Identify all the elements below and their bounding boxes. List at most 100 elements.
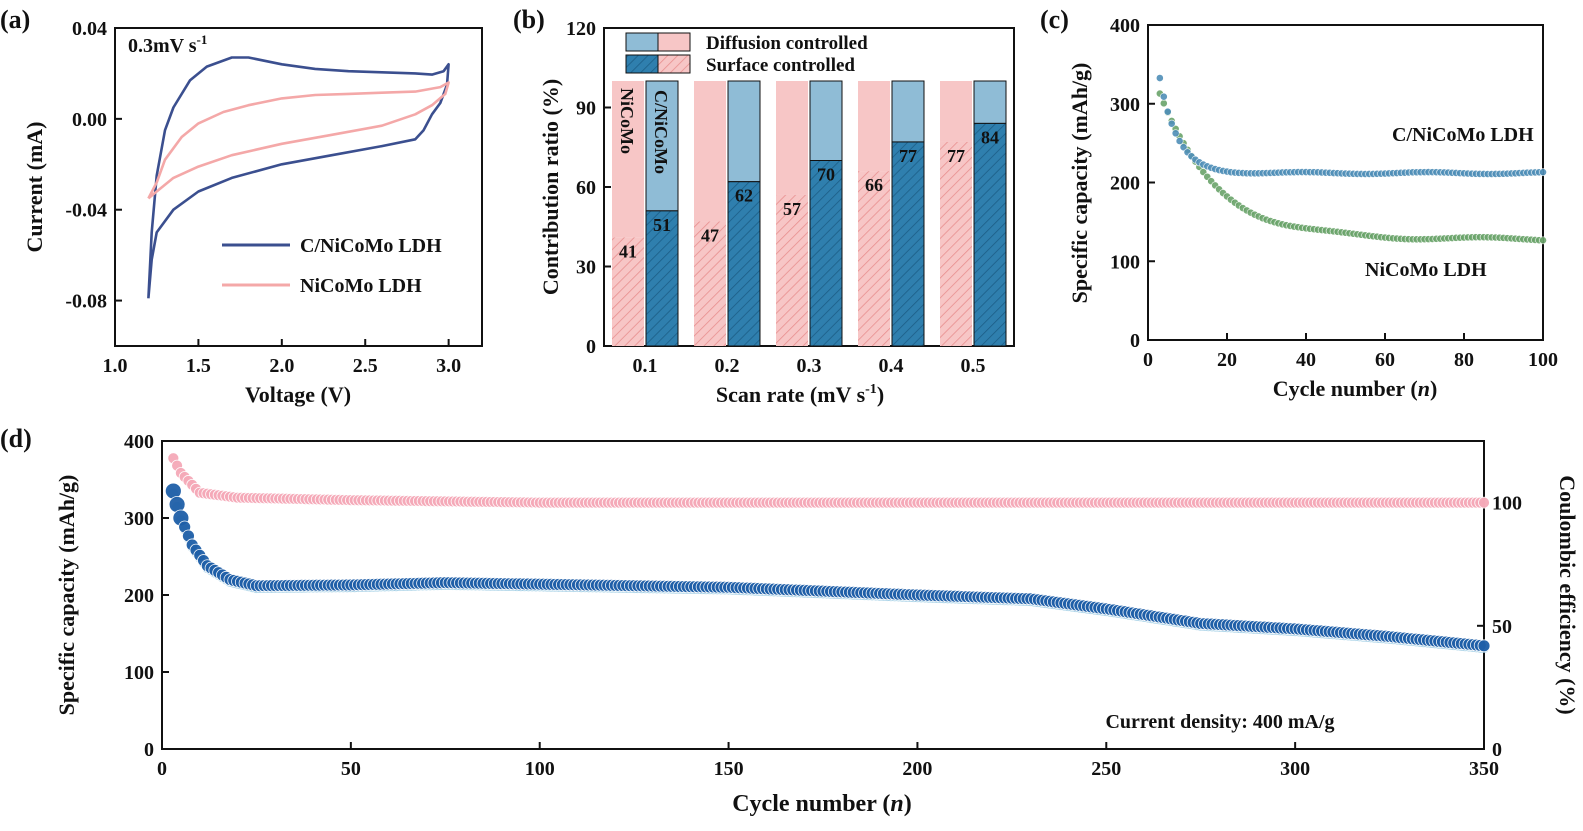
- panel-a-series-nicomo-line: [147, 81, 450, 200]
- panel-d-xlabel: Cycle number (n): [732, 791, 912, 817]
- bar-surface-c-nicomo: [809, 160, 843, 347]
- panel-a-axes: 1.0 1.5 2.0 2.5 3.0 -0.08 -0.04 0.00 0.04: [65, 18, 461, 377]
- bar-surface-c-nicomo: [891, 141, 925, 347]
- panel-d-xtick-label: 0: [157, 758, 167, 780]
- panel-c-point-nicomo: [1539, 236, 1547, 245]
- legend-swatch-diffusion-blue: [625, 32, 659, 52]
- legend-swatch-diffusion-pink: [657, 32, 691, 52]
- panel-a-series-c-nicomo-line: [147, 56, 450, 299]
- bar-series-name-nicomo: NiCoMo: [617, 88, 637, 154]
- panel-b-bars: 41 51 0.1 47 62 0.2 57 70 0.3 66 77 0.4 77 84 0.5 NiCoM…: [612, 80, 1007, 377]
- bar-value-label: 70: [817, 165, 835, 185]
- panel-d-point-efficiency: [1478, 496, 1490, 509]
- panel-c-label-c-nicomo: C/NiCoMo LDH: [1392, 124, 1534, 146]
- panel-c-point-c-nicomo: [1175, 137, 1184, 145]
- bar-diffusion-nicomo: [694, 81, 726, 222]
- panel-b-xtick-label: 0.5: [961, 355, 986, 377]
- bar-value-label: 84: [981, 127, 999, 147]
- panel-d-xtick-label: 250: [1091, 758, 1121, 780]
- panel-b-xtick-label: 0.4: [879, 355, 904, 377]
- panel-d-series: [164, 452, 1491, 654]
- panel-d-ytick-right-label: 100: [1492, 493, 1522, 515]
- panel-d-ytick-right-label: 0: [1492, 739, 1502, 761]
- panel-c-point-c-nicomo: [1155, 74, 1164, 82]
- panel-d-ylabel-right: Coulombic efficiency (%): [1555, 475, 1580, 715]
- panel-c-point-c-nicomo: [1171, 129, 1180, 138]
- bar-value-label: 66: [865, 175, 883, 195]
- panel-a: (a) 1.0 1.5 2.0 2.5 3.0 -0.08 -0.04 0.00 0.04 0.…: [0, 5, 483, 407]
- panel-a-xtick-label: 2.0: [269, 355, 294, 377]
- panel-b-ytick-label: 60: [576, 177, 596, 199]
- panel-b-axes: 0 30 60 90 120: [566, 18, 611, 358]
- panel-d-ytick-label: 400: [124, 431, 154, 453]
- bar-value-label: 77: [947, 146, 965, 166]
- panel-b-xtick-label: 0.1: [633, 355, 658, 377]
- legend-swatch-surface-blue: [625, 54, 659, 74]
- bar-value-label: 51: [653, 215, 671, 235]
- panel-d-ytick-label: 100: [124, 662, 154, 684]
- panel-d-ytick-label: 0: [144, 739, 154, 761]
- panel-a-xlabel: Voltage (V): [245, 382, 351, 407]
- panel-c-xtick-label: 80: [1454, 349, 1474, 371]
- bar-value-label: 57: [783, 199, 801, 219]
- panel-a-xtick-label: 3.0: [436, 355, 461, 377]
- bar-diffusion-c-nicomo: [727, 80, 761, 183]
- panel-d-xtick-label: 50: [341, 758, 361, 780]
- panel-c-frame: [1147, 24, 1544, 341]
- panel-c-letter: (c): [1040, 5, 1069, 34]
- bar-surface-c-nicomo: [973, 122, 1007, 347]
- bar-surface-nicomo: [776, 194, 808, 346]
- panel-c-xtick-label: 60: [1375, 349, 1395, 371]
- panel-c-point-c-nicomo: [1167, 119, 1176, 128]
- panel-c-point-c-nicomo: [1163, 107, 1172, 116]
- panel-d-letter: (d): [0, 424, 32, 453]
- panel-c-ytick-label: 400: [1110, 15, 1140, 37]
- bar-surface-nicomo: [612, 237, 644, 346]
- panel-d: (d) 0 50 100 150 200 250 300 350010020030040005…: [0, 424, 1580, 817]
- panel-d-ytick-right-label: 50: [1492, 616, 1512, 638]
- panel-d-annotation: Current density: 400 mA/g: [1105, 711, 1334, 733]
- panel-d-ylabel: Specific capacity (mAh/g): [54, 475, 79, 716]
- panel-a-xtick-label: 2.5: [353, 355, 378, 377]
- panel-a-xtick-label: 1.5: [186, 355, 211, 377]
- legend-label-nicomo: NiCoMo LDH: [300, 275, 422, 297]
- bar-diffusion-nicomo: [776, 81, 808, 195]
- bar-surface-c-nicomo: [645, 210, 679, 347]
- bar-diffusion-nicomo: [940, 81, 972, 142]
- panel-b-xtick-label: 0.3: [797, 355, 822, 377]
- panel-c-point-c-nicomo: [1159, 92, 1168, 101]
- panel-c-xtick-label: 40: [1296, 349, 1316, 371]
- panel-a-ytick-label: -0.08: [65, 291, 107, 313]
- bar-surface-nicomo: [694, 221, 726, 346]
- panel-c-axes: 0 20 40 60 80 100 0 100 200 300 400: [1110, 15, 1558, 371]
- panel-c-ytick-label: 100: [1110, 251, 1140, 273]
- legend-label-surface: Surface controlled: [706, 55, 855, 76]
- panel-d-xtick-label: 350: [1469, 758, 1499, 780]
- bar-value-label: 62: [735, 186, 753, 206]
- panel-a-letter: (a): [0, 5, 30, 34]
- panel-b: (b) 0 30 60 90 120 41 51 0.1 47 62 0.2 57 70 0.3 66 77…: [513, 5, 1015, 407]
- panel-c-xtick-label: 20: [1217, 349, 1237, 371]
- panel-b-ytick-label: 90: [576, 98, 596, 120]
- panel-d-xtick-label: 300: [1280, 758, 1310, 780]
- panel-b-xlabel: Scan rate (mV s-1): [716, 382, 884, 407]
- panel-d-ytick-label: 300: [124, 508, 154, 530]
- bar-diffusion-c-nicomo: [809, 80, 843, 161]
- panel-a-annotation: 0.3mV s-1: [128, 32, 207, 57]
- panel-b-ytick-label: 120: [566, 18, 596, 40]
- legend-label-c-nicomo: C/NiCoMo LDH: [300, 235, 442, 257]
- panel-d-xtick-label: 200: [902, 758, 932, 780]
- panel-a-ytick-label: -0.04: [65, 200, 107, 222]
- panel-a-series: [147, 56, 450, 299]
- bar-value-label: 41: [619, 241, 637, 261]
- bar-diffusion-nicomo: [612, 81, 644, 238]
- panel-c-label-nicomo: NiCoMo LDH: [1365, 259, 1487, 281]
- bar-diffusion-c-nicomo: [891, 80, 925, 143]
- bar-value-label: 47: [701, 225, 719, 245]
- bar-surface-nicomo: [858, 171, 890, 346]
- bar-surface-c-nicomo: [727, 181, 761, 347]
- bar-diffusion-nicomo: [858, 81, 890, 172]
- panel-c-xlabel: Cycle number (n): [1273, 376, 1438, 401]
